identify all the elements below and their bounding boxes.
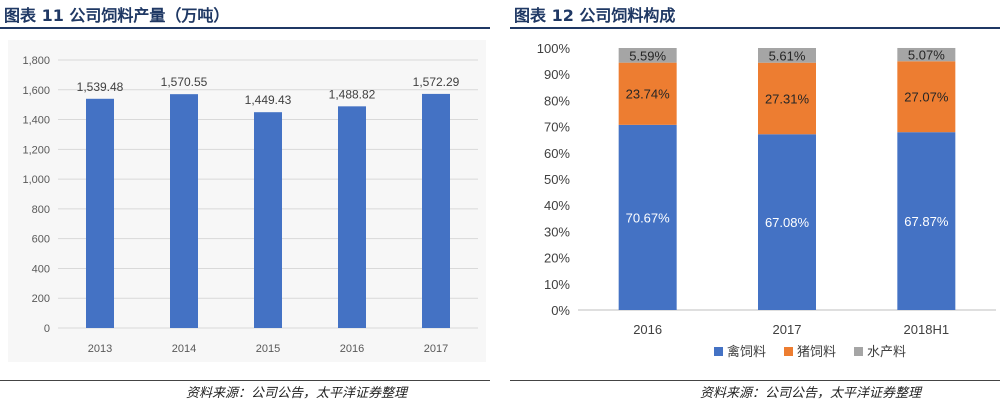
y-tick-label: 800: [32, 204, 50, 216]
stacked-segment: [897, 47, 956, 62]
legend-label: 禽饲料: [727, 344, 766, 359]
legend-swatch: [854, 347, 863, 356]
segment-data-label: 67.87%: [904, 214, 949, 229]
bar-data-label: 1,539.48: [77, 80, 124, 94]
stacked-segment: [758, 134, 816, 310]
segment-data-label: 67.08%: [765, 215, 810, 230]
composition-source-note: 资料来源：公司公告，太平洋证券整理: [700, 386, 922, 401]
source-rule: [510, 380, 1000, 381]
x-tick-label: 2017: [424, 343, 448, 355]
stacked-segment: [758, 62, 816, 135]
bar-data-label: 1,570.55: [161, 75, 208, 89]
legend-swatch: [714, 347, 723, 356]
bar-data-label: 1,572.29: [413, 75, 460, 89]
segment-data-label: 5.07%: [908, 48, 945, 63]
bar-data-label: 1,449.43: [245, 93, 292, 107]
composition-chart-area: 0% 10% 20% 30% 40% 50% 60% 70% 80% 90% 100% 70.67% 2…: [516, 40, 1000, 370]
bar: [338, 106, 366, 329]
stacked-segment: [897, 61, 956, 133]
y-tick-label: 1,600: [22, 85, 50, 97]
bar: [170, 94, 198, 328]
production-bar-chart: 0 200 400 600 800 1,000 1,200 1,400 1,600 1,800 1,…: [22, 55, 478, 355]
y-tick-label: 70%: [544, 120, 570, 135]
y-tick-label: 1,200: [22, 144, 50, 156]
legend-label: 猪饲料: [797, 344, 836, 359]
composition-figure: 图表 12 公司饲料构成 0% 10% 20% 30% 40% 50% 60% 70% 80% 9…: [510, 0, 1000, 402]
x-tick-label: 2016: [340, 343, 364, 355]
segment-data-label: 27.07%: [904, 90, 949, 105]
y-tick-label: 1,400: [22, 115, 50, 127]
bar: [422, 93, 450, 328]
y-tick-label: 0%: [551, 303, 570, 318]
stacked-segment: [618, 124, 677, 310]
production-chart-area: 0 200 400 600 800 1,000 1,200 1,400 1,600 1,800 1,…: [8, 40, 486, 362]
y-tick-label: 600: [32, 234, 50, 246]
x-tick-label: 2014: [172, 343, 196, 355]
segment-data-label: 70.67%: [626, 210, 671, 225]
y-tick-label: 1,800: [22, 55, 50, 67]
x-tick-label: 2013: [88, 343, 112, 355]
y-tick-label: 0: [44, 323, 50, 335]
composition-stacked-chart: 0% 10% 20% 30% 40% 50% 60% 70% 80% 90% 100% 70.67% 2…: [537, 41, 996, 359]
y-tick-label: 10%: [544, 277, 570, 292]
y-tick-label: 30%: [544, 224, 570, 239]
production-figure-title: 图表 11 公司饲料产量（万吨）: [4, 6, 230, 25]
stacked-segment: [618, 48, 677, 63]
y-tick-label: 80%: [544, 93, 570, 108]
y-tick-label: 90%: [544, 67, 570, 82]
y-tick-label: 40%: [544, 198, 570, 213]
y-tick-label: 60%: [544, 146, 570, 161]
stacked-segment: [758, 48, 816, 63]
x-tick-label: 2018H1: [904, 322, 950, 337]
title-underline: [510, 27, 1000, 29]
segment-data-label: 23.74%: [626, 87, 671, 102]
y-tick-label: 1,000: [22, 174, 50, 186]
production-source-note: 资料来源：公司公告，太平洋证券整理: [186, 386, 408, 401]
y-tick-label: 100%: [537, 41, 571, 56]
segment-data-label: 27.31%: [765, 91, 810, 106]
legend-swatch: [784, 347, 793, 356]
y-tick-label: 50%: [544, 172, 570, 187]
x-tick-label: 2016: [633, 322, 662, 337]
bar-data-label: 1,488.82: [329, 87, 376, 101]
legend-label: 水产料: [867, 344, 906, 359]
x-tick-label: 2017: [773, 322, 802, 337]
stacked-segment: [897, 132, 956, 310]
y-tick-label: 20%: [544, 251, 570, 266]
segment-data-label: 5.61%: [769, 48, 806, 63]
segment-data-label: 5.59%: [629, 48, 666, 63]
source-rule: [0, 380, 490, 381]
bar: [254, 112, 282, 328]
x-tick-label: 2015: [256, 343, 280, 355]
title-underline: [0, 27, 490, 29]
y-tick-label: 200: [32, 293, 50, 305]
y-tick-label: 400: [32, 263, 50, 275]
bar: [86, 98, 114, 328]
composition-figure-title: 图表 12 公司饲料构成: [514, 6, 676, 25]
production-figure: 图表 11 公司饲料产量（万吨） 0 200 400 600 800 1,000 1,200…: [0, 0, 490, 402]
stacked-segment: [618, 62, 677, 125]
